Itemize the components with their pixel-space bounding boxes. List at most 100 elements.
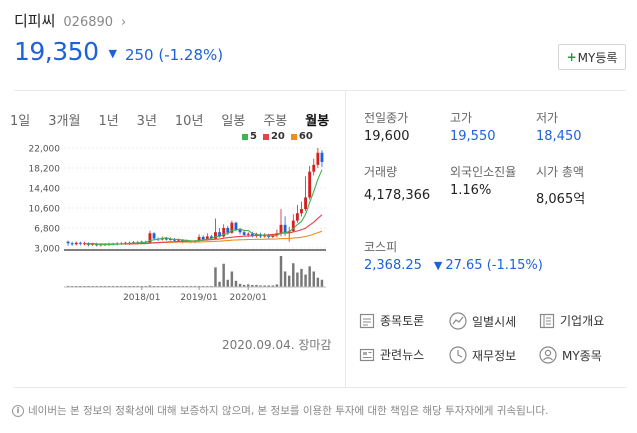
volume-bar <box>120 285 123 287</box>
candle-body <box>152 233 156 239</box>
price-change: 250 (-1.28%) <box>124 46 224 64</box>
volume-bar <box>165 285 168 287</box>
candle-body <box>78 242 82 244</box>
volume-bar <box>271 285 275 287</box>
discussion-link[interactable]: 종목토론 <box>359 312 424 329</box>
price-chart[interactable]: 22,000 18,200 14,400 10,600 6,800 3,000 2018/… <box>14 142 330 307</box>
volume-bar <box>206 285 209 287</box>
candle-body <box>287 231 291 234</box>
candle-body <box>316 152 320 165</box>
volume-bar <box>201 285 205 287</box>
volume-bar <box>316 277 320 287</box>
tab-10y[interactable]: 10년 <box>174 114 204 129</box>
candle-body <box>246 233 250 235</box>
volume-bar <box>226 279 229 287</box>
price-row: 19,350 ▼ 250 (-1.28%) <box>14 37 626 66</box>
volume-bar <box>124 285 127 287</box>
volume-bar <box>222 263 225 287</box>
current-price: 19,350 <box>14 37 99 66</box>
volume-bar <box>144 285 148 287</box>
financial-info-link[interactable]: 재무정보 <box>449 346 516 364</box>
chevron-right-icon[interactable]: › <box>121 15 127 30</box>
y-tick-label: 22,000 <box>29 145 61 155</box>
candle-body <box>304 197 308 210</box>
volume-bar <box>238 283 242 287</box>
tab-weekly-candle[interactable]: 주봉 <box>263 114 288 129</box>
volume-bar <box>95 285 98 287</box>
ma5-line <box>84 169 323 246</box>
candle-body <box>312 164 316 172</box>
chat-icon <box>359 313 375 328</box>
stock-name-row[interactable]: 디피씨 026890 › <box>14 10 626 31</box>
legend-ma60: 60 <box>290 131 313 142</box>
tab-daily-candle[interactable]: 일봉 <box>221 114 246 129</box>
volume-bar <box>259 285 262 287</box>
volume-bar <box>234 280 238 287</box>
candle-body <box>214 232 217 239</box>
candle-body <box>177 239 181 241</box>
volume-bar <box>218 281 221 287</box>
down-triangle-icon: ▼ <box>433 259 443 272</box>
volume-bar <box>275 284 279 287</box>
news-icon <box>359 348 375 361</box>
candle-body <box>74 242 78 245</box>
candle-body <box>222 228 226 237</box>
y-tick-label: 3,000 <box>34 245 60 255</box>
clock-icon <box>449 346 467 364</box>
tab-monthly-candle[interactable]: 월봉 <box>305 114 330 129</box>
tab-3y[interactable]: 3년 <box>136 114 157 129</box>
ma-legend: 5 20 60 <box>242 131 313 142</box>
volume-bar <box>75 285 78 287</box>
my-register-label: MY등록 <box>577 50 618 65</box>
info-low: 저가 18,450 <box>536 111 582 144</box>
volume-bar <box>247 284 250 287</box>
candle-body <box>295 213 299 221</box>
volume-bar <box>287 275 291 287</box>
y-tick-label: 18,200 <box>29 165 61 175</box>
related-news-link[interactable]: 관련뉴스 <box>359 346 424 363</box>
my-register-button[interactable]: + MY등록 <box>558 44 626 70</box>
volume-bar <box>103 285 107 287</box>
stock-name[interactable]: 디피씨 <box>14 12 56 30</box>
volume-bar <box>308 266 311 287</box>
volume-bar <box>210 285 213 287</box>
volume-bar <box>132 285 135 287</box>
info-market-cap: 시가 총액 8,065억 <box>536 165 586 207</box>
volume-bar <box>83 285 86 287</box>
daily-price-link[interactable]: 일별시세 <box>449 312 516 330</box>
y-tick-label: 10,600 <box>29 205 61 215</box>
info-icon: i <box>12 404 24 417</box>
candle-body <box>283 224 287 234</box>
tab-1y[interactable]: 1년 <box>98 114 119 129</box>
stock-header: 디피씨 026890 › 19,350 ▼ 250 (-1.28%) + MY등… <box>14 10 626 70</box>
tab-3m[interactable]: 3개월 <box>48 114 81 129</box>
candle-body <box>250 233 254 236</box>
disclaimer-text: 네이버는 본 정보의 정확성에 대해 보증하지 않으며, 본 정보를 이용한 투… <box>28 405 549 417</box>
kospi-row: 2,368.25 ▼ 27.65 (-1.15%) <box>364 258 543 273</box>
down-triangle-icon: ▼ <box>108 47 117 60</box>
kospi-label: 코스피 <box>364 240 398 254</box>
volume-bar <box>292 263 295 287</box>
volume-bar <box>300 268 303 287</box>
my-stocks-link[interactable]: MY종목 <box>539 346 602 364</box>
stock-code[interactable]: 026890 <box>63 15 114 30</box>
candle-body <box>238 229 242 233</box>
tab-1d[interactable]: 1일 <box>10 114 31 129</box>
candle-body <box>197 236 201 242</box>
kospi-value: 2,368.25 <box>364 258 422 273</box>
info-volume: 거래량 4,178,366 <box>364 165 431 203</box>
candle-body <box>164 238 168 240</box>
volume-bar <box>173 285 176 287</box>
legend-ma20: 20 <box>262 131 285 142</box>
volume-bar <box>140 285 143 287</box>
candle-body <box>148 233 152 243</box>
volume-bar <box>263 285 266 287</box>
volume-bar <box>185 285 189 287</box>
volume-bar <box>148 285 152 287</box>
candle-body <box>66 241 70 244</box>
candle-body <box>279 224 283 234</box>
company-overview-link[interactable]: 기업개요 <box>539 312 604 329</box>
plus-icon: + <box>566 50 577 64</box>
x-tick-label: 2019/01 <box>180 293 217 303</box>
x-tick-label: 2020/01 <box>230 293 267 303</box>
